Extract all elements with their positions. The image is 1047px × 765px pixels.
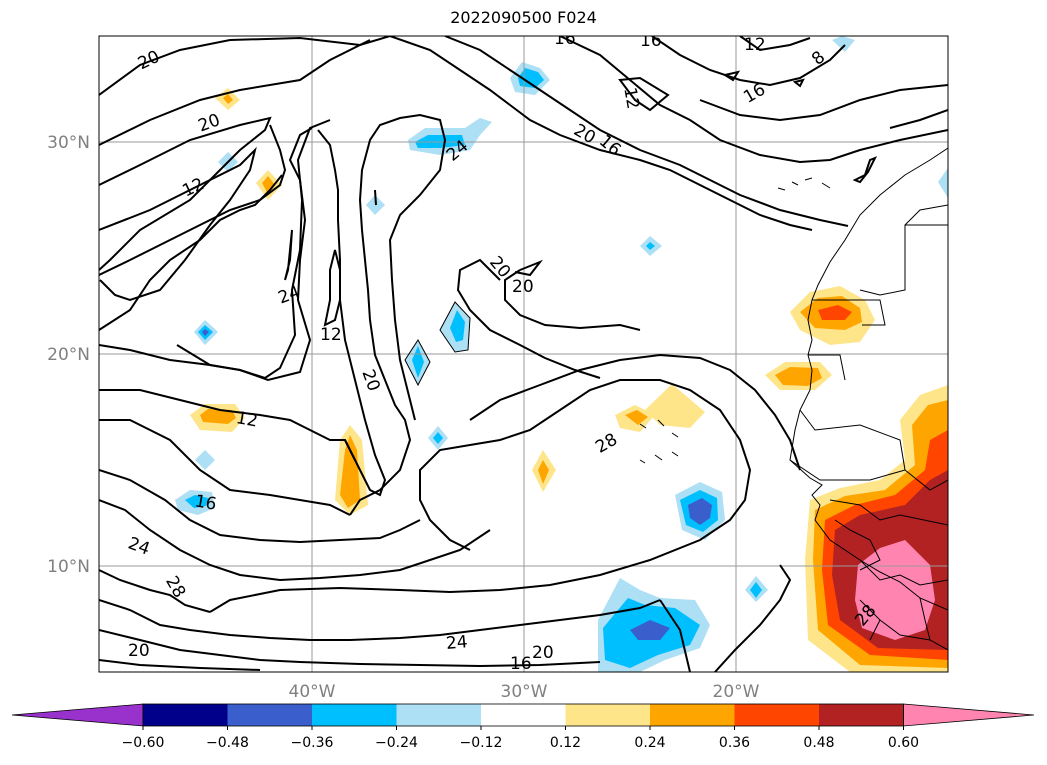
colorbar-tick-label: 0.36 — [719, 735, 750, 751]
shade-12n-core — [688, 498, 712, 525]
colorbar-segment — [143, 704, 228, 726]
shade-7n-core — [630, 620, 670, 640]
colorbar-tick-label: 0.12 — [550, 735, 581, 751]
shading-positive — [190, 88, 948, 672]
shade-28n-in — [262, 176, 275, 194]
colorbar-segment — [227, 704, 312, 726]
contour-label: 16 — [640, 31, 662, 51]
colorbar-tick-label: −0.48 — [206, 735, 249, 751]
colorbar-tick-label: −0.60 — [122, 735, 165, 751]
contour-label: 16 — [510, 654, 532, 674]
contour-label: 16 — [554, 29, 576, 49]
shade-17n-b-in — [625, 410, 648, 425]
contour-label: 20 — [532, 643, 554, 663]
shade-15n-left-in — [340, 435, 360, 508]
lon-tick-label: 30°W — [501, 682, 548, 702]
colorbar-segment — [734, 704, 819, 726]
lat-tick-label: 10°N — [47, 557, 90, 577]
shade-14n-in — [538, 460, 549, 484]
colorbar-tick-label: 0.24 — [634, 735, 665, 751]
colorbar-segment — [312, 704, 397, 726]
colorbar-tick-label: 0.60 — [888, 735, 919, 751]
colorbar-segment — [819, 704, 904, 726]
colorbar-segment — [481, 704, 566, 726]
lon-tick-label: 20°W — [713, 682, 760, 702]
contour-label: 12 — [234, 408, 259, 431]
contour-label: 24 — [445, 632, 468, 654]
colorbar-tick-labels: −0.60 −0.48 −0.36 −0.24 −0.12 0.12 0.24 0.36 0.4… — [122, 726, 919, 751]
colorbar-segment — [565, 704, 650, 726]
shade-15n — [195, 450, 215, 470]
shade-22n-core — [818, 305, 852, 320]
colorbar-tick-label: −0.24 — [375, 735, 418, 751]
colorbar-tick-label: −0.12 — [460, 735, 503, 751]
chart-title: 2022090500 F024 — [450, 8, 597, 27]
colorbar-segment — [650, 704, 735, 726]
shade-17n-a — [645, 384, 705, 428]
shade-28n-right — [938, 168, 948, 198]
contours — [99, 36, 948, 672]
lon-tick-label: 40°W — [289, 682, 336, 702]
colorbar-frame — [142, 703, 904, 727]
graticule — [99, 36, 948, 672]
lon-tick-labels: 40°W 30°W 20°W — [289, 682, 760, 702]
contour-label: 12 — [320, 325, 342, 345]
contour-label: 12 — [619, 86, 642, 111]
lat-tick-labels: 30°N 20°N 10°N — [47, 133, 90, 577]
colorbar-segment — [396, 704, 481, 726]
coastline — [639, 147, 948, 651]
map-frame — [98, 35, 949, 673]
shade-34n — [832, 36, 855, 52]
colorbar-extend-max — [903, 703, 1035, 727]
colorbar-tick-label: 0.48 — [803, 735, 834, 751]
shade-21n-in — [450, 310, 465, 342]
shade-19n-in — [775, 367, 822, 386]
contour-label: 16 — [193, 491, 218, 514]
map-plot: 20 20 12 24 12 20 24 12 16 24 28 20 24 2… — [99, 29, 948, 674]
colorbar — [11, 703, 1035, 727]
contour-label: 12 — [744, 35, 766, 55]
shade-17n-left-in — [200, 409, 236, 424]
contour-label: 20 — [512, 277, 534, 297]
lat-tick-label: 20°N — [47, 345, 90, 365]
contour-label: 20 — [128, 641, 150, 661]
shade-32n-in — [223, 94, 233, 104]
shading-negative — [175, 36, 948, 672]
colorbar-extend-min — [11, 703, 144, 727]
colorbar-tick-label: −0.36 — [291, 735, 334, 751]
lat-tick-label: 30°N — [47, 133, 90, 153]
